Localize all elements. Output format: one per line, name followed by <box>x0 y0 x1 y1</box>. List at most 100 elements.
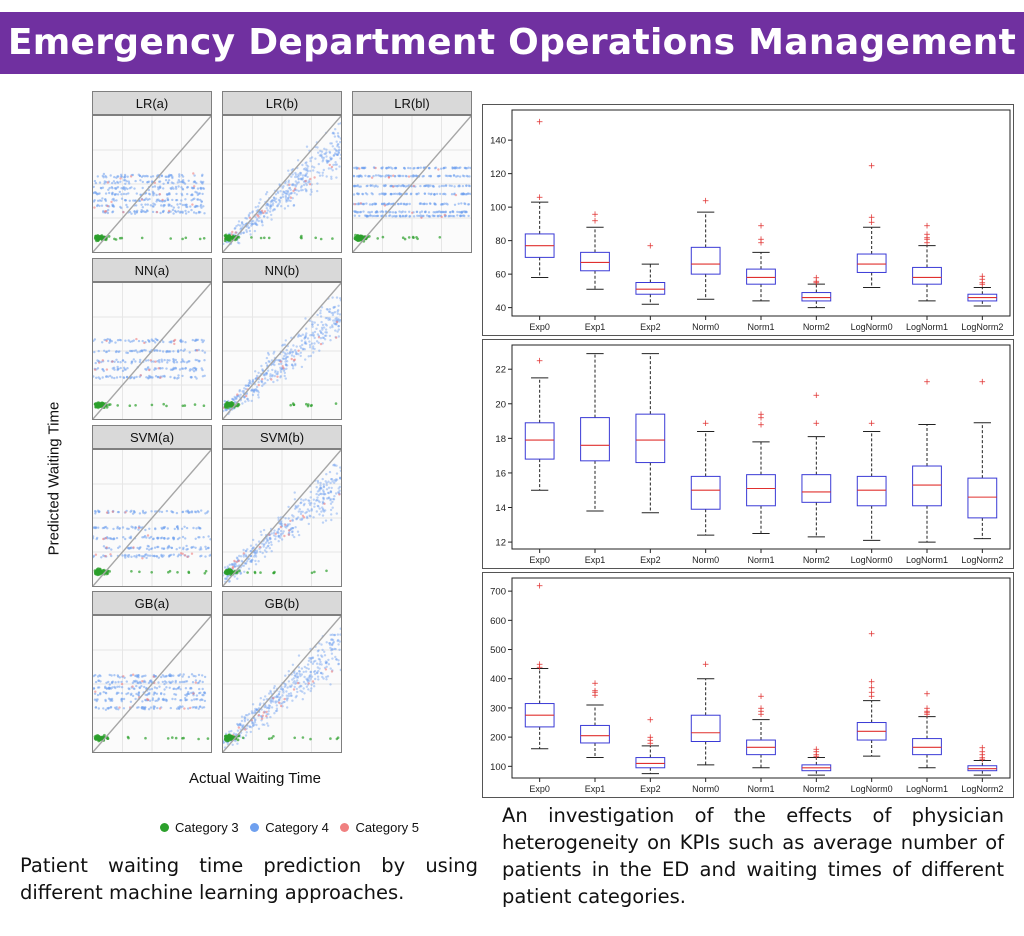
scatter-point <box>255 549 259 552</box>
scatter-point <box>358 167 361 170</box>
scatter-point <box>139 546 142 549</box>
scatter-point <box>282 367 285 370</box>
scatter-point <box>103 182 106 185</box>
scatter-point <box>324 661 328 665</box>
scatter-point <box>263 215 266 218</box>
outlier-mark: + <box>591 217 599 227</box>
scatter-point <box>293 674 296 677</box>
scatter-point <box>355 235 359 239</box>
scatter-point <box>314 236 317 240</box>
scatter-point <box>256 389 260 393</box>
scatter-point <box>139 358 142 362</box>
scatter-point <box>290 354 294 357</box>
scatter-point <box>323 152 326 156</box>
scatter-point <box>331 145 334 148</box>
scatter-point <box>276 204 279 207</box>
scatter-point <box>335 318 339 322</box>
scatter-point <box>232 562 235 566</box>
scatter-point <box>374 202 377 205</box>
scatter-point <box>282 350 285 354</box>
scatter-point <box>175 192 178 196</box>
scatter-point <box>150 687 154 691</box>
scatter-point <box>277 528 280 531</box>
scatter-point <box>145 547 149 550</box>
scatter-point <box>200 509 203 512</box>
scatter-point <box>326 160 329 163</box>
scatter-point <box>322 490 325 494</box>
scatter-point <box>264 193 268 196</box>
box <box>690 246 721 275</box>
scatter-point <box>267 707 271 710</box>
scatter-point <box>440 215 443 219</box>
scatter-point <box>245 731 248 734</box>
scatter-point <box>159 376 162 379</box>
scatter-point <box>185 526 189 530</box>
scatter-point <box>437 168 440 171</box>
scatter-point <box>126 351 130 355</box>
scatter-point <box>279 368 282 372</box>
scatter-point <box>433 192 436 196</box>
scatter-point <box>155 367 158 370</box>
scatter-point <box>178 705 182 708</box>
scatter-point <box>354 238 358 241</box>
scatter-point <box>111 191 114 194</box>
scatter-point <box>279 376 282 379</box>
scatter-point <box>280 704 283 708</box>
outlier-mark: + <box>979 743 987 753</box>
scatter-point <box>353 203 356 206</box>
scatter-point <box>250 222 253 225</box>
scatter-point <box>320 320 323 324</box>
scatter-point <box>289 528 293 531</box>
scatter-point <box>419 166 422 169</box>
scatter-point <box>201 187 205 190</box>
scatter-point <box>322 492 325 496</box>
scatter-point <box>374 166 377 170</box>
scatter-point <box>328 159 331 163</box>
scatter-point <box>225 241 229 244</box>
scatter-point <box>98 235 101 239</box>
scatter-point <box>167 204 170 207</box>
outlier-mark: + <box>757 692 765 702</box>
scatter-point <box>93 206 96 209</box>
scatter-points <box>353 166 471 243</box>
scatter-points <box>223 296 341 416</box>
scatter-point <box>288 186 292 190</box>
scatter-point <box>452 174 456 177</box>
scatter-point <box>456 166 459 170</box>
scatter-point <box>104 238 108 242</box>
scatter-point <box>177 707 181 710</box>
scatter-point <box>290 336 293 339</box>
scatter-point <box>162 204 165 207</box>
scatter-point <box>189 205 192 208</box>
scatter-point <box>132 673 135 676</box>
scatter-point <box>196 509 199 513</box>
scatter-point <box>184 698 187 702</box>
scatter-point <box>336 633 340 636</box>
scatter-point <box>260 211 263 214</box>
scatter-point <box>152 537 155 540</box>
scatter-point <box>104 708 108 711</box>
scatter-point <box>136 680 139 683</box>
outlier-mark: + <box>702 660 710 670</box>
scatter-point <box>158 685 161 688</box>
scatter-point <box>118 545 121 548</box>
scatter-point <box>285 192 289 195</box>
scatter-point <box>102 172 106 176</box>
scatter-point <box>147 188 150 192</box>
scatter-point <box>251 547 254 551</box>
outlier-mark: + <box>757 707 765 717</box>
scatter-point <box>112 537 116 540</box>
scatter-point <box>181 358 184 361</box>
scatter-points <box>93 172 206 243</box>
scatter-point <box>252 389 255 393</box>
scatter-point <box>139 193 142 196</box>
y-tick-label: 120 <box>490 169 506 180</box>
scatter-point <box>122 187 125 190</box>
scatter-point <box>178 173 181 176</box>
scatter-point <box>155 555 158 558</box>
scatter-point <box>469 192 471 196</box>
scatter-point <box>259 550 262 553</box>
boxplot-svg: 406080100120140Exp0++Exp1++Exp2+Norm0+No… <box>482 104 1014 336</box>
box <box>635 757 666 769</box>
scatter-point <box>179 202 182 206</box>
